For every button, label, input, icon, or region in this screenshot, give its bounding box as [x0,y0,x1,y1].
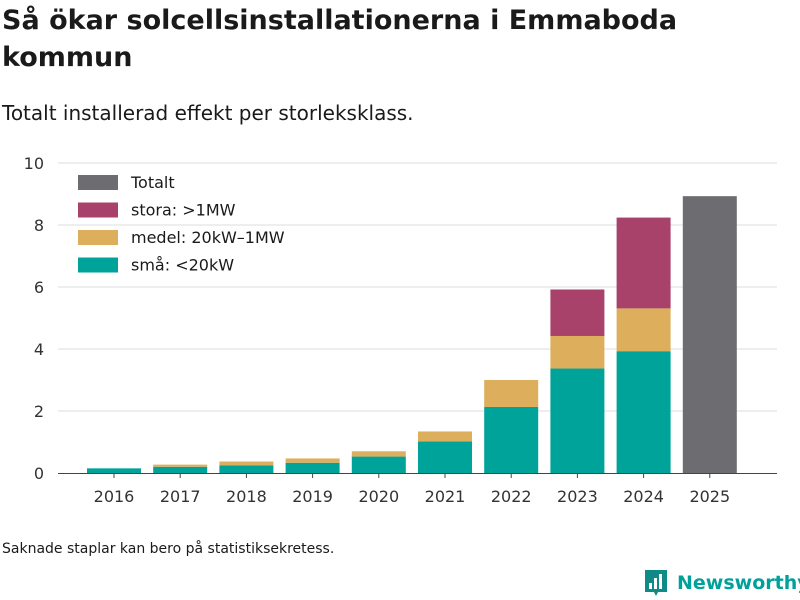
x-tick-label: 2025 [689,487,730,506]
x-tick-label: 2020 [358,487,399,506]
newsworthy-logo-icon [645,570,667,596]
x-tick-label: 2018 [226,487,267,506]
y-tick-label: 10 [24,154,44,173]
bar-segment-2020 [351,451,406,457]
bar-segment-2024 [616,217,671,309]
x-tick-label: 2019 [292,487,333,506]
bar-segment-2023 [550,289,605,336]
bar-segment-2019 [285,458,340,463]
x-tick-label: 2023 [557,487,598,506]
x-tick-label: 2016 [94,487,135,506]
bar-segment-2017 [153,466,208,473]
bar-segment-2024 [616,351,671,473]
legend-swatch [78,257,118,273]
legend-swatch [78,175,118,190]
y-tick-label: 2 [34,402,44,421]
legend-label: Totalt [130,173,175,192]
bar-segment-2021 [418,441,472,473]
bar-segment-2018 [219,461,274,466]
bar-segment-2018 [219,465,274,473]
y-tick-label: 6 [34,278,44,297]
x-tick-label: 2022 [491,487,532,506]
bar-segment-2021 [418,431,472,442]
footnote: Saknade staplar kan bero på statistiksek… [2,541,335,557]
bar-segment-2016 [87,468,141,473]
chart-title: Så ökar solcellsinstallationerna i Emmab… [2,5,678,73]
x-tick-label: 2017 [160,487,201,506]
x-tick-label: 2024 [623,487,664,506]
y-tick-label: 0 [34,464,44,483]
legend-swatch [78,230,118,245]
newsworthy-logo[interactable]: Newsworthy [643,566,800,600]
bar-segment-2022 [484,380,539,407]
bar-segment-2025 [682,196,737,474]
bar-segment-2023 [550,335,605,369]
y-tick-label: 4 [34,340,44,359]
x-tick-label: 2021 [425,487,466,506]
legend-swatch [78,202,118,218]
brand-name: Newsworthy [677,572,800,594]
bar-segment-2017 [153,464,208,467]
bar-segment-2020 [351,456,406,473]
bar-segment-2024 [616,308,671,352]
stacked-bar-chart: 0 2 4 6 8 10 2016 2017 2018 2019 2020 2021 2022 2023 2… [24,154,777,506]
bar-segment-2023 [550,368,605,473]
legend-label: medel: 20kW–1MW [131,228,285,247]
bar-segment-2022 [484,406,539,473]
legend-label: stora: >1MW [131,201,236,220]
legend-label: små: <20kW [131,256,234,275]
y-tick-label: 8 [34,216,44,235]
chart-subtitle: Totalt installerad effekt per storlekskl… [2,101,414,125]
bar-segment-2019 [285,462,340,473]
